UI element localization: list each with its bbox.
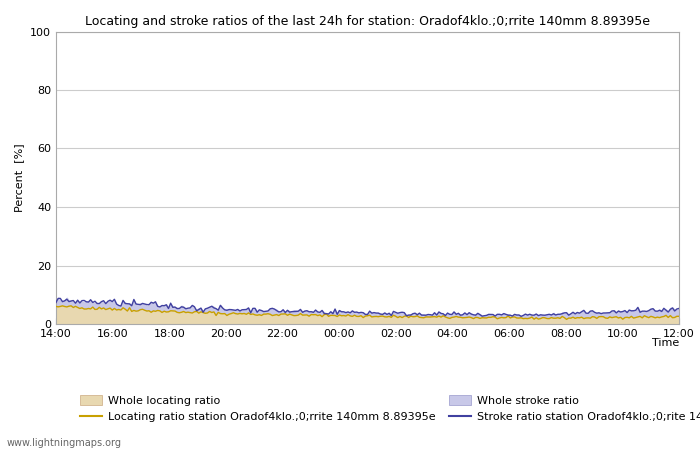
- Legend: Whole locating ratio, Locating ratio station Oradof4klo.;0;rrite 140mm 8.89395e,: Whole locating ratio, Locating ratio sta…: [76, 391, 700, 427]
- Y-axis label: Percent  [%]: Percent [%]: [15, 144, 24, 212]
- Text: www.lightningmaps.org: www.lightningmaps.org: [7, 438, 122, 448]
- Text: Time: Time: [652, 338, 679, 347]
- Title: Locating and stroke ratios of the last 24h for station: Oradof4klo.;0;rrite 140m: Locating and stroke ratios of the last 2…: [85, 14, 650, 27]
